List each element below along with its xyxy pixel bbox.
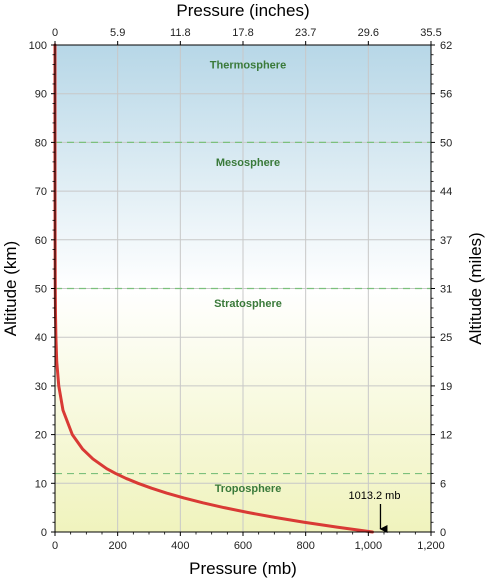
y-right-tick-label: 50 (440, 137, 452, 149)
left-axis-title: Altitude (km) (1, 241, 20, 336)
layer-label: Troposphere (215, 483, 282, 495)
bottom-axis-title: Pressure (mb) (189, 559, 297, 578)
y-right-tick-label: 37 (440, 235, 452, 247)
x-bottom-tick-label: 400 (171, 540, 189, 552)
y-left-tick-label: 50 (35, 284, 47, 296)
y-right-tick-label: 56 (440, 89, 452, 101)
x-top-tick-label: 5.9 (110, 27, 125, 39)
x-bottom-tick-label: 0 (52, 540, 58, 552)
y-left-tick-label: 80 (35, 137, 47, 149)
x-bottom-tick-label: 1,000 (355, 540, 383, 552)
x-bottom-tick-label: 600 (234, 540, 252, 552)
layer-labels: Thermosphere Mesosphere Stratosphere Tropos… (210, 59, 286, 495)
x-bottom-tick-label: 200 (108, 540, 126, 552)
y-right-tick-label: 25 (440, 332, 452, 344)
y-right-tick-label: 0 (440, 527, 446, 539)
y-left-tick-label: 30 (35, 381, 47, 393)
y-right-tick-label: 31 (440, 284, 452, 296)
y-left-tick-label: 100 (29, 40, 47, 52)
x-bottom-tick-label: 1,200 (417, 540, 445, 552)
y-right-tick-label: 6 (440, 478, 446, 490)
y-left-tick-label: 20 (35, 430, 47, 442)
layer-label: Stratosphere (214, 298, 282, 310)
y-left-tick-label: 60 (35, 235, 47, 247)
y-right-tick-label: 19 (440, 381, 452, 393)
annotations: 1013.2 mb (348, 490, 400, 533)
x-top-tick-label: 23.7 (295, 27, 316, 39)
y-left-tick-label: 70 (35, 186, 47, 198)
x-bottom-tick-label: 800 (296, 540, 314, 552)
annotation-label: 1013.2 mb (348, 490, 400, 502)
y-right-tick-label: 62 (440, 40, 452, 52)
x-top-tick-label: 11.8 (170, 27, 191, 39)
layer-label: Mesosphere (216, 157, 280, 169)
x-top-tick-label: 0 (52, 27, 58, 39)
y-left-tick-label: 90 (35, 89, 47, 101)
y-left-tick-label: 0 (41, 527, 47, 539)
x-top-tick-label: 35.5 (420, 27, 441, 39)
y-right-tick-label: 44 (440, 186, 452, 198)
x-top-tick-label: 29.6 (358, 27, 379, 39)
y-left-tick-label: 40 (35, 332, 47, 344)
y-left-tick-label: 10 (35, 478, 47, 490)
right-axis-title: Altitude (miles) (466, 232, 485, 344)
x-top-tick-label: 17.8 (232, 27, 253, 39)
y-right-tick-label: 12 (440, 430, 452, 442)
layer-label: Thermosphere (210, 59, 286, 71)
top-axis-title: Pressure (inches) (176, 1, 309, 20)
